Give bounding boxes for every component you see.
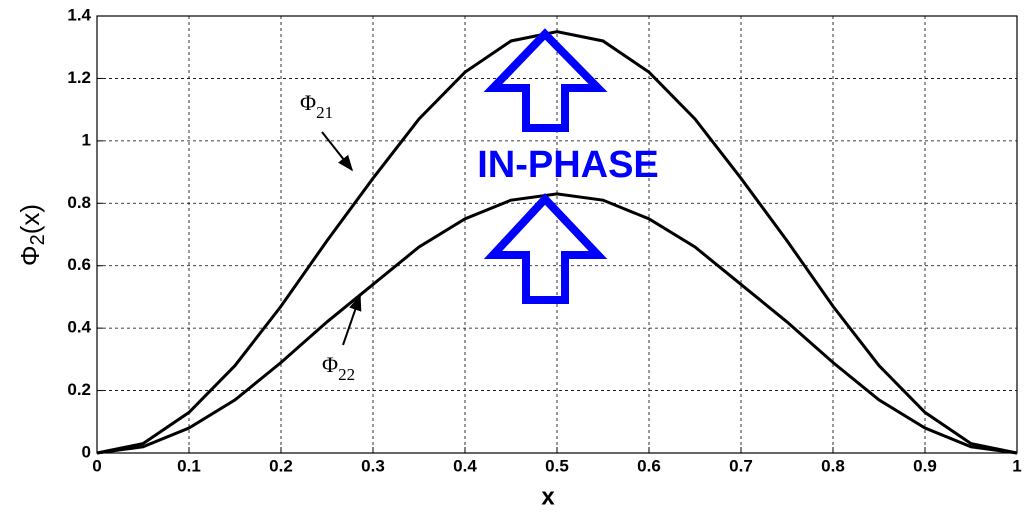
up-arrow bbox=[483, 193, 608, 304]
y-axis-label: Φ2(x) bbox=[15, 204, 49, 266]
y-tick-label: 0.2 bbox=[67, 380, 91, 399]
in-phase-label: IN-PHASE bbox=[477, 144, 659, 186]
x-tick-label: 0.9 bbox=[913, 456, 937, 475]
x-axis-label: x bbox=[541, 483, 555, 510]
x-tick-label: 0.5 bbox=[545, 456, 569, 475]
annotation-phi22: Φ22 bbox=[322, 352, 355, 384]
x-tick-label: 0.7 bbox=[729, 456, 753, 475]
x-tick-label: 0.6 bbox=[637, 456, 661, 475]
up-arrow bbox=[483, 28, 608, 132]
annotation-arrow bbox=[342, 294, 362, 346]
y-tick-label: 0.8 bbox=[67, 193, 91, 212]
y-tick-label: 1.4 bbox=[67, 5, 91, 24]
y-tick-label: 0.4 bbox=[67, 318, 91, 337]
plot-frame bbox=[96, 15, 1018, 454]
annotation-phi21: Φ21 bbox=[300, 90, 333, 122]
annotation-subscript: 22 bbox=[338, 365, 355, 384]
y-label-suffix: (x) bbox=[15, 204, 45, 234]
annotation-subscript: 21 bbox=[316, 103, 333, 122]
y-tick-label: 1.2 bbox=[67, 68, 91, 87]
annotation-symbol: Φ bbox=[300, 90, 316, 115]
x-tick-label: 0.1 bbox=[177, 456, 201, 475]
y-tick-label: 1 bbox=[82, 130, 91, 149]
x-tick-label: 0.4 bbox=[453, 456, 477, 475]
y-tick-label: 0.6 bbox=[67, 255, 91, 274]
x-tick-label: 0.3 bbox=[361, 456, 385, 475]
x-tick-label: 0.2 bbox=[269, 456, 293, 475]
annotation-arrow bbox=[321, 131, 353, 172]
y-label-symbol: Φ bbox=[15, 245, 45, 266]
x-tick-label: 0.8 bbox=[821, 456, 845, 475]
y-tick-label: 0 bbox=[82, 442, 91, 461]
line-series bbox=[96, 192, 1018, 455]
line-series bbox=[96, 30, 1018, 455]
x-tick-label: 0 bbox=[92, 456, 101, 475]
y-label-subscript: 2 bbox=[27, 234, 49, 245]
x-tick-label: 1 bbox=[1012, 456, 1021, 475]
annotation-symbol: Φ bbox=[322, 352, 338, 377]
